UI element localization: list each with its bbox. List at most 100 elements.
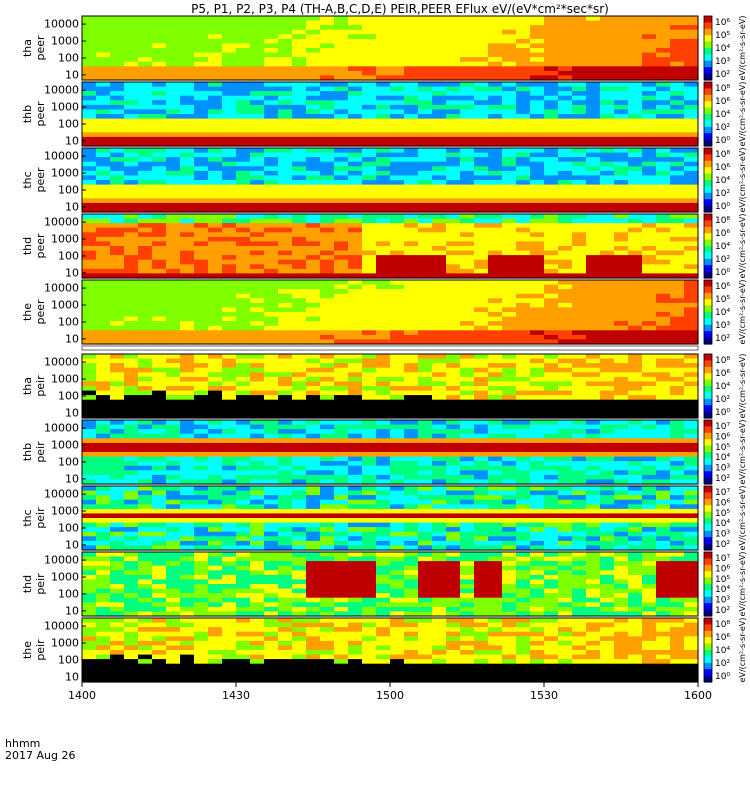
spectrogram-cell <box>600 359 615 364</box>
spectrogram-cell <box>656 114 671 119</box>
spectrogram-cell <box>642 132 657 137</box>
spectrogram-cell <box>432 381 447 386</box>
spectrogram-cell <box>628 25 643 30</box>
spectrogram-cell <box>488 298 503 303</box>
spectrogram-cell <box>586 400 601 405</box>
spectrogram-cell <box>684 109 699 114</box>
spectrogram-cell <box>208 289 223 294</box>
spectrogram-cell <box>320 128 335 133</box>
spectrogram-cell <box>656 194 671 199</box>
spectrogram-cell <box>516 461 531 466</box>
spectrogram-cell <box>96 509 111 514</box>
spectrogram-cell <box>474 359 489 364</box>
spectrogram-cell <box>488 180 503 185</box>
spectrogram-cell <box>488 114 503 119</box>
spectrogram-cell <box>362 368 377 373</box>
spectrogram-cell <box>306 420 321 425</box>
spectrogram-cell <box>334 21 349 26</box>
spectrogram-cell <box>362 246 377 251</box>
spectrogram-cell <box>474 307 489 312</box>
spectrogram-cell <box>250 354 265 359</box>
spectrogram-cell <box>152 39 167 44</box>
spectrogram-cell <box>236 532 251 537</box>
spectrogram-cell <box>488 132 503 137</box>
spectrogram-cell <box>488 326 503 331</box>
spectrogram-cell <box>670 82 685 87</box>
spectrogram-cell <box>278 335 293 340</box>
spectrogram-cell <box>320 148 335 153</box>
spectrogram-cell <box>334 400 349 405</box>
spectrogram-cell <box>222 527 237 532</box>
spectrogram-cell <box>138 486 153 491</box>
spectrogram-cell <box>684 452 699 457</box>
spectrogram-cell <box>474 71 489 76</box>
spectrogram-cell <box>306 354 321 359</box>
spectrogram-cell <box>586 312 601 317</box>
spectrogram-cell <box>250 180 265 185</box>
colorbar-tick-label: 10⁵ <box>715 31 730 41</box>
spectrogram-cell <box>320 500 335 505</box>
y-tick-label: 10 <box>65 472 79 485</box>
spectrogram-cell <box>110 71 125 76</box>
spectrogram-cell <box>572 189 587 194</box>
spectrogram-cell <box>110 185 125 190</box>
spectrogram-cell <box>348 359 363 364</box>
spectrogram-cell <box>642 264 657 269</box>
y-tick-label: 10000 <box>44 84 79 97</box>
spectrogram-cell <box>460 429 475 434</box>
spectrogram-cell <box>152 335 167 340</box>
spectrogram-cell <box>166 223 181 228</box>
spectrogram-cell <box>180 260 195 265</box>
spectrogram-cell <box>292 486 307 491</box>
colorbar-tick-label: 10⁶ <box>715 97 730 107</box>
spectrogram-cell <box>656 443 671 448</box>
spectrogram-cell <box>586 368 601 373</box>
spectrogram-cell <box>208 109 223 114</box>
spectrogram-cell <box>250 153 265 158</box>
spectrogram-cell <box>390 157 405 162</box>
spectrogram-cell <box>474 321 489 326</box>
spectrogram-cell <box>96 518 111 523</box>
spectrogram-cell <box>222 425 237 430</box>
spectrogram-cell <box>306 312 321 317</box>
spectrogram-cell <box>334 264 349 269</box>
spectrogram-cell <box>530 298 545 303</box>
spectrogram-cell <box>138 219 153 224</box>
spectrogram-cell <box>530 203 545 208</box>
spectrogram-cell <box>180 312 195 317</box>
spectrogram-cell <box>516 119 531 124</box>
spectrogram-cell <box>362 298 377 303</box>
spectrogram-cell <box>544 298 559 303</box>
spectrogram-cell <box>292 87 307 92</box>
spectrogram-cell <box>390 114 405 119</box>
spectrogram-cell <box>348 87 363 92</box>
spectrogram-cell <box>586 66 601 71</box>
spectrogram-cell <box>628 303 643 308</box>
spectrogram-cell <box>376 321 391 326</box>
spectrogram-cell <box>460 466 475 471</box>
spectrogram-cell <box>96 132 111 137</box>
spectrogram-cell <box>558 105 573 110</box>
spectrogram-cell <box>180 363 195 368</box>
spectrogram-cell <box>558 21 573 26</box>
spectrogram-cell <box>278 48 293 53</box>
spectrogram-cell <box>670 87 685 92</box>
spectrogram-cell <box>306 457 321 462</box>
spectrogram-cell <box>460 246 475 251</box>
spectrogram-cell <box>376 294 391 299</box>
spectrogram-cell <box>278 43 293 48</box>
spectrogram-cell <box>572 312 587 317</box>
spectrogram-cell <box>96 260 111 265</box>
spectrogram-cell <box>684 66 699 71</box>
spectrogram-cell <box>628 255 643 260</box>
spectrogram-cell <box>152 62 167 67</box>
spectrogram-cell <box>194 447 209 452</box>
spectrogram-cell <box>390 62 405 67</box>
spectrogram-cell <box>194 119 209 124</box>
spectrogram-cell <box>306 500 321 505</box>
spectrogram-cell <box>418 228 433 233</box>
spectrogram-cell <box>222 518 237 523</box>
spectrogram-cell <box>292 246 307 251</box>
spectrogram-cell <box>250 228 265 233</box>
spectrogram-cell <box>124 214 139 219</box>
